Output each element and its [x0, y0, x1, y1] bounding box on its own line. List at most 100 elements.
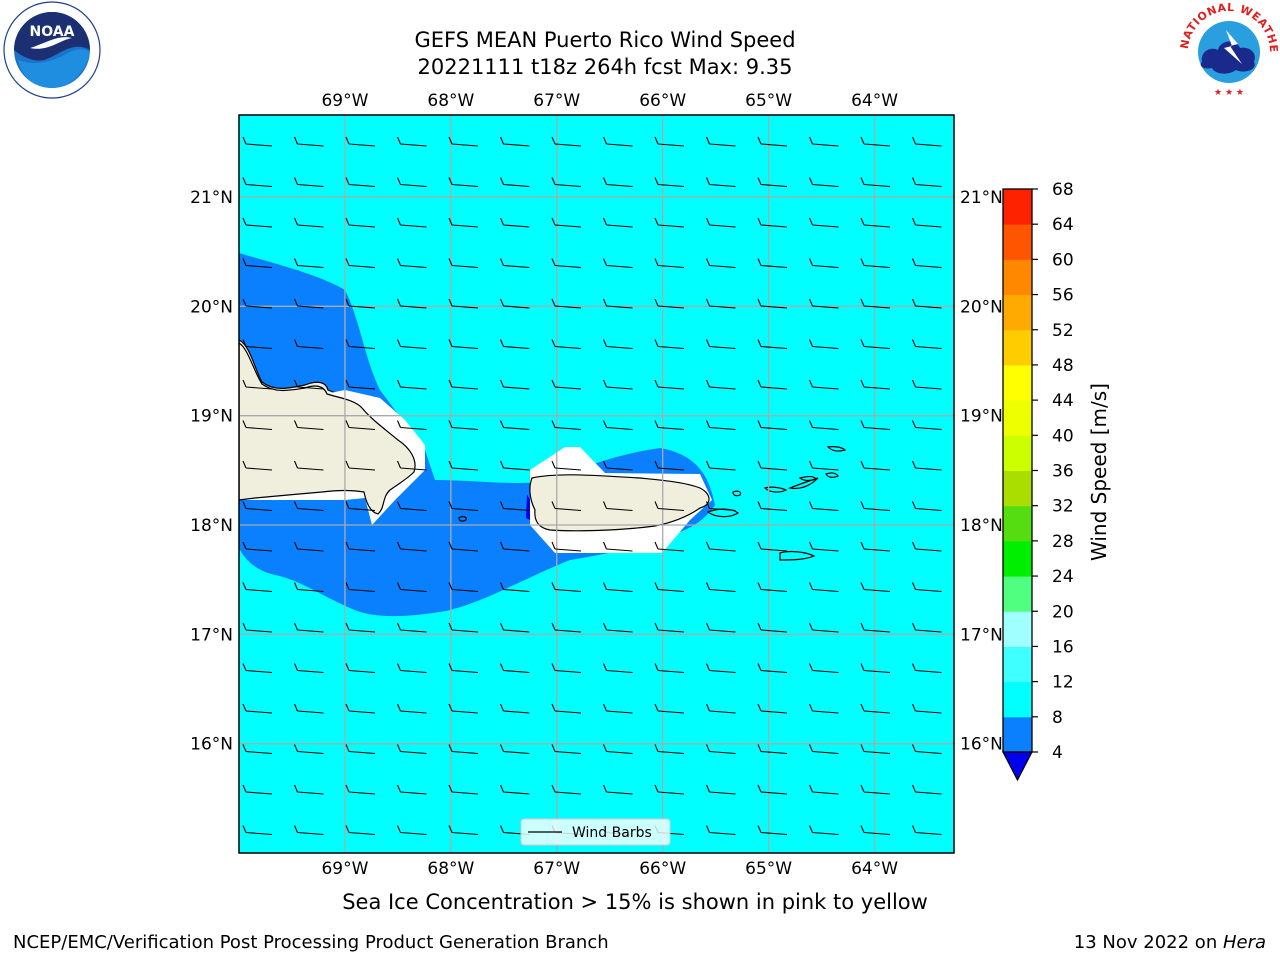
wind-barb — [860, 541, 891, 552]
wind-barb — [860, 379, 891, 390]
wind-barb — [293, 703, 324, 714]
lon-tick-label-top: 68°W — [427, 91, 474, 111]
wind-barb — [448, 217, 479, 228]
wind-barb — [242, 541, 273, 552]
colorbar-tick-label: 12 — [1052, 673, 1074, 693]
wind-barb — [448, 339, 479, 350]
wind-barb — [345, 703, 376, 714]
colorbar-tick-label: 36 — [1052, 462, 1074, 482]
wind-barb — [911, 420, 942, 431]
wind-barb — [911, 541, 942, 552]
wind-barb — [757, 177, 788, 188]
wind-barb — [602, 501, 633, 512]
wind-barb — [602, 703, 633, 714]
wind-barb — [345, 298, 376, 309]
wind-barb — [396, 541, 427, 552]
wind-barb — [499, 541, 530, 552]
wind-barb — [602, 744, 633, 755]
wind-barb — [602, 784, 633, 795]
lon-tick-label-top: 67°W — [533, 91, 580, 111]
wind-barb — [551, 379, 582, 390]
wind-barbs — [242, 136, 942, 836]
wind-barb — [551, 339, 582, 350]
wind-barb — [345, 784, 376, 795]
colorbar-segment — [1003, 224, 1032, 260]
wind-barb — [860, 217, 891, 228]
lat-tick-label-left: 16°N — [190, 735, 233, 755]
wind-barb — [396, 825, 427, 836]
wind-barb — [602, 339, 633, 350]
lon-tick-label-bottom: 68°W — [427, 859, 474, 879]
wind-barb — [293, 136, 324, 147]
wind-barb — [551, 217, 582, 228]
wind-barb — [654, 541, 685, 552]
wind-barb — [705, 298, 736, 309]
colorbar-segment — [1003, 189, 1032, 225]
wind-barb — [705, 501, 736, 512]
wind-barb — [396, 663, 427, 674]
wind-barb — [654, 501, 685, 512]
wind-barb — [757, 379, 788, 390]
wind-barb — [602, 663, 633, 674]
wind-barb — [860, 663, 891, 674]
wind-barb — [911, 177, 942, 188]
wind-barb — [654, 703, 685, 714]
hispaniola-land-top — [239, 342, 416, 515]
wind-barb — [242, 744, 273, 755]
noaa-logo: NOAA — [3, 1, 101, 99]
wind-barb — [293, 460, 324, 471]
lat-tick-label-left: 19°N — [190, 407, 233, 427]
wind-barb — [551, 703, 582, 714]
wind-barb — [705, 744, 736, 755]
colorbar-tick-label: 16 — [1052, 637, 1074, 657]
wind-barb — [808, 136, 839, 147]
wind-barb — [757, 622, 788, 633]
wind-barb — [448, 703, 479, 714]
map-title: GEFS MEAN Puerto Rico Wind Speed — [414, 28, 796, 52]
wind-barb — [808, 501, 839, 512]
wind-barb — [396, 258, 427, 269]
wind-barb — [499, 460, 530, 471]
wind-barb — [602, 379, 633, 390]
colorbar-segment — [1003, 435, 1032, 471]
wind-barb — [911, 339, 942, 350]
wind-barb — [345, 258, 376, 269]
wind-barb — [757, 420, 788, 431]
wind-barb — [705, 825, 736, 836]
lon-top-labels: 69°W 68°W 67°W 66°W 65°W 64°W — [321, 91, 898, 111]
wind-barb — [757, 501, 788, 512]
colorbar-segment — [1003, 294, 1032, 331]
wind-barb — [242, 582, 273, 593]
wind-barb — [911, 501, 942, 512]
lat-tick-label-left: 17°N — [190, 625, 233, 645]
wind-barb — [499, 339, 530, 350]
wind-barb — [499, 663, 530, 674]
wind-barb — [705, 177, 736, 188]
lat-tick-label-right: 20°N — [960, 297, 1003, 317]
wind-barb — [448, 744, 479, 755]
wind-barb — [293, 582, 324, 593]
wind-barb — [860, 298, 891, 309]
wind-barb — [860, 420, 891, 431]
wind-barb — [705, 217, 736, 228]
wind-barb — [345, 177, 376, 188]
lon-tick-label-top: 69°W — [321, 91, 368, 111]
wind-barb — [808, 258, 839, 269]
wind-barb — [602, 298, 633, 309]
wind-barb — [345, 217, 376, 228]
wind-barb — [808, 541, 839, 552]
wind-barb — [293, 379, 324, 390]
colorbar-tick-label: 44 — [1052, 391, 1074, 411]
wind-barb — [345, 420, 376, 431]
lon-tick-label-top: 66°W — [639, 91, 686, 111]
wind-barb — [654, 420, 685, 431]
colorbar-tick-label: 48 — [1052, 356, 1074, 376]
wind-barb — [757, 541, 788, 552]
lon-tick-label-top: 64°W — [851, 91, 898, 111]
wind-barb — [860, 825, 891, 836]
wind-barb — [654, 177, 685, 188]
wind-barb — [345, 379, 376, 390]
wind-barb — [757, 663, 788, 674]
wind-barb — [654, 379, 685, 390]
lat-tick-label-left: 18°N — [190, 516, 233, 536]
